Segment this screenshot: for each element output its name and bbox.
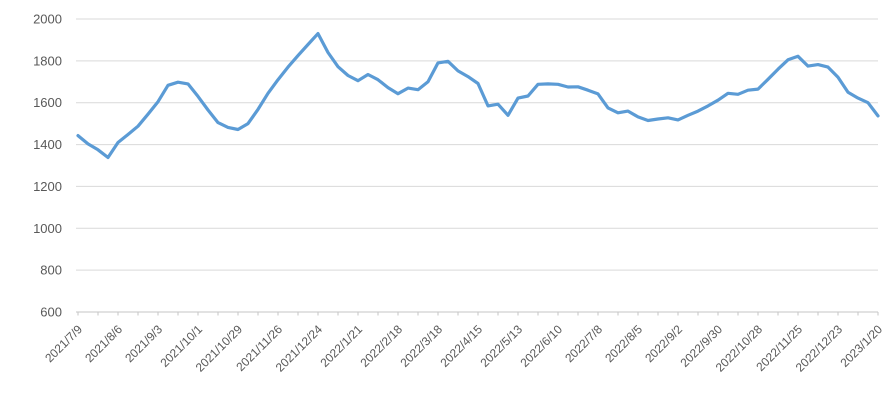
y-axis-tick-label: 1600 — [33, 95, 62, 110]
x-axis-tick-label: 2022/8/5 — [602, 322, 645, 365]
x-axis-tick-label: 2022/3/18 — [397, 322, 445, 370]
y-axis-tick-label: 1200 — [33, 179, 62, 194]
x-axis-tick-label: 2022/5/13 — [477, 322, 525, 370]
x-axis — [76, 311, 879, 316]
y-axis-labels: 600 800 1000 1200 1400 1600 1800 2000 — [33, 12, 62, 320]
y-axis-tick-label: 800 — [40, 263, 62, 278]
y-axis-tick-label: 1400 — [33, 137, 62, 152]
y-axis-tick-label: 600 — [40, 305, 62, 320]
data-series-line — [76, 32, 880, 160]
x-axis-tick-label: 2023/1/20 — [837, 322, 885, 370]
x-axis-tick-label: 2022/6/10 — [517, 322, 565, 370]
x-axis-tick-label: 2022/1/21 — [317, 322, 365, 370]
y-axis-tick-label: 1000 — [33, 221, 62, 236]
x-axis-tick-label: 2022/4/15 — [437, 322, 485, 370]
x-axis-tick-label: 2022/7/8 — [562, 322, 605, 365]
x-axis-tick-label: 2021/8/6 — [82, 322, 125, 365]
x-axis-labels: 2021/7/92021/8/62021/9/32021/10/12021/10… — [42, 322, 885, 375]
x-axis-tick-label: 2022/2/18 — [357, 322, 405, 370]
y-axis-tick-label: 2000 — [33, 12, 62, 27]
y-axis-tick-label: 1800 — [33, 53, 62, 68]
gridlines — [76, 18, 878, 271]
x-axis-tick-label: 2021/7/9 — [42, 322, 85, 365]
